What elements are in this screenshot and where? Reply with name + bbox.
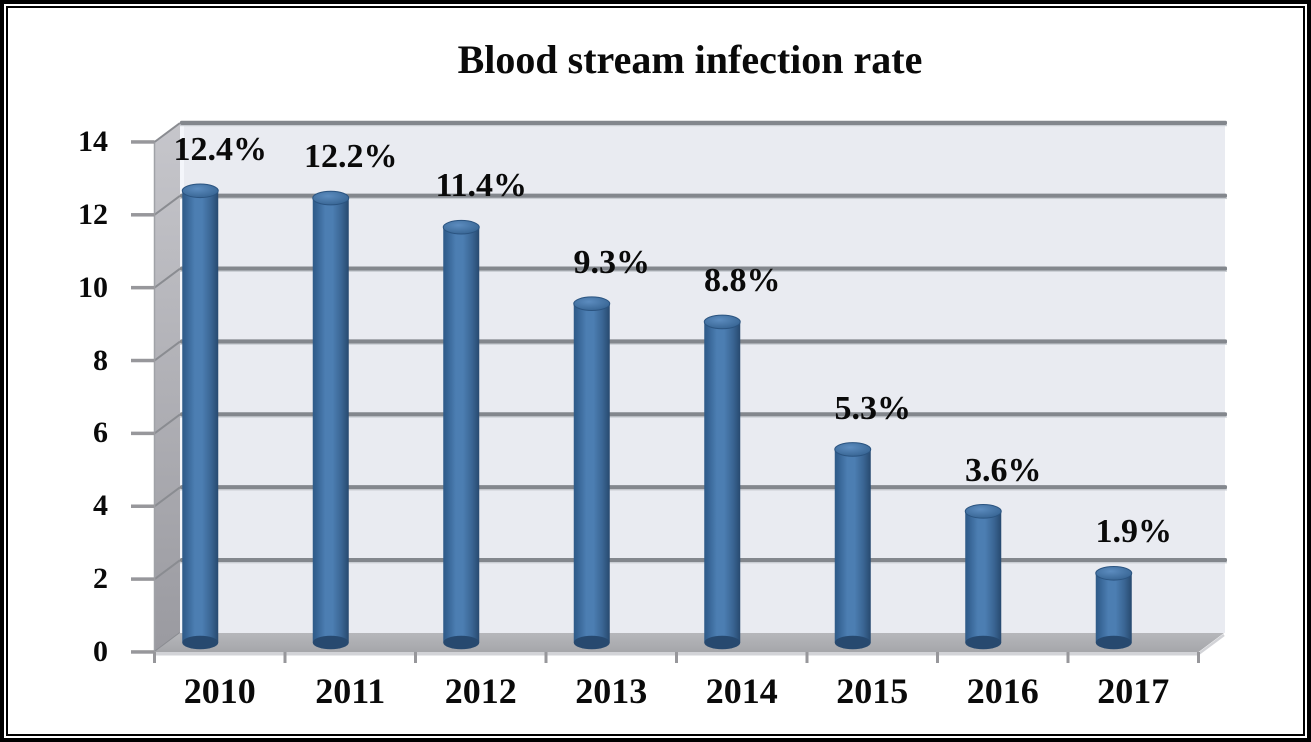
bar-2017 xyxy=(1095,565,1133,650)
bar-2013 xyxy=(573,296,611,650)
x-tick-2 xyxy=(414,652,417,663)
x-tick-7 xyxy=(1066,652,1070,663)
side-wall-step-14 xyxy=(153,122,181,143)
gridline-highlight-4 xyxy=(180,489,1227,491)
chart-title: Blood stream infection rate xyxy=(457,37,923,82)
x-tick-0 xyxy=(153,652,156,663)
floor-right-edge xyxy=(1197,633,1225,656)
y-tick-0 xyxy=(131,650,155,654)
gridline-8 xyxy=(180,339,1227,344)
bar-2016 xyxy=(964,504,1002,650)
x-tick-3 xyxy=(544,652,548,663)
x-tick-6 xyxy=(936,652,939,663)
y-tick-14 xyxy=(131,140,155,144)
side-wall-step-12 xyxy=(153,195,181,216)
side-wall-step-10 xyxy=(153,267,181,289)
gridline-highlight-2 xyxy=(180,562,1227,564)
gridline-highlight-12 xyxy=(180,197,1227,200)
bar-2011 xyxy=(312,190,350,650)
side-wall-step-6 xyxy=(153,413,181,435)
gridline-highlight-6 xyxy=(180,416,1227,418)
bar-2014 xyxy=(703,314,741,650)
y-tick-12 xyxy=(131,213,155,217)
gridline-highlight-14 xyxy=(180,125,1227,127)
bar-2012 xyxy=(442,219,480,650)
gridline-4 xyxy=(180,485,1227,490)
gridline-12 xyxy=(180,193,1227,198)
x-tick-8 xyxy=(1197,652,1200,663)
x-tick-5 xyxy=(805,652,809,663)
side-wall xyxy=(154,123,180,652)
side-wall-step-2 xyxy=(153,559,181,580)
gridline-6 xyxy=(180,412,1227,417)
y-tick-2 xyxy=(131,577,155,581)
back-wall-left-edge xyxy=(180,123,184,633)
gridline-14 xyxy=(180,120,1227,125)
bar-2015 xyxy=(834,442,872,650)
back-wall xyxy=(180,123,1225,633)
x-tick-1 xyxy=(283,652,287,663)
gridline-highlight-10 xyxy=(180,270,1227,272)
bar-2010 xyxy=(181,183,219,650)
y-tick-4 xyxy=(131,504,155,508)
gridline-highlight-8 xyxy=(180,343,1227,345)
side-wall-step-4 xyxy=(153,486,181,508)
x-tick-4 xyxy=(675,652,678,663)
y-tick-6 xyxy=(131,431,155,436)
gridline-10 xyxy=(180,266,1227,271)
side-wall-step-8 xyxy=(153,340,181,362)
y-tick-8 xyxy=(131,358,155,363)
floor xyxy=(154,633,1224,652)
y-tick-10 xyxy=(131,285,155,290)
